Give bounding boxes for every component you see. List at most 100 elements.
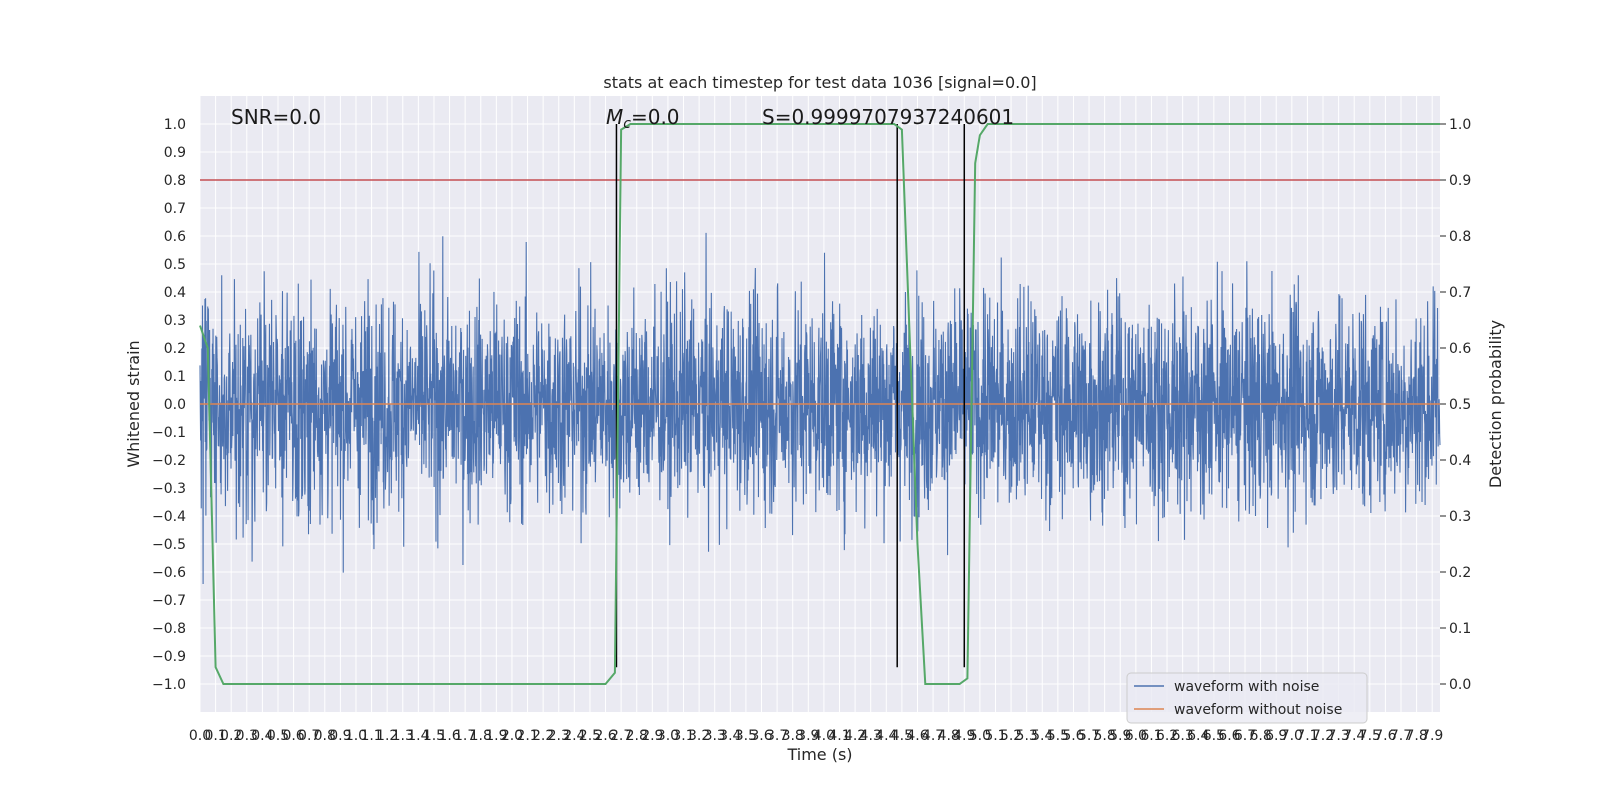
x-tick-label-18: 1.8 [470,728,492,744]
x-tick-label-77: 7.7 [1390,728,1412,744]
y2-tick-label-9: 0.9 [1449,173,1471,189]
y-tick-label-13: 0.3 [164,313,186,329]
x-tick-label-22: 2.2 [532,728,554,744]
x-tick-label-74: 7.4 [1343,728,1365,744]
x-tick-label-20: 2.0 [501,728,523,744]
chirp-mass-subscript: c [623,116,631,132]
chirp-mass-annotation: Mc=0.0 [606,105,680,132]
y2-tick-label-0: 0.0 [1449,677,1471,693]
x-tick-label-71: 7.1 [1296,728,1318,744]
x-tick-label-76: 7.6 [1374,728,1396,744]
x-tick-label-72: 7.2 [1312,728,1334,744]
y-tick-label-4: −0.6 [152,565,186,581]
legend-label-noise: waveform with noise [1174,679,1319,695]
x-tick-label-3: 0.3 [236,728,258,744]
y-tick-label-10: 0.0 [164,397,186,413]
series-detection-probability [199,123,1440,685]
y-tick-label-17: 0.7 [164,201,186,217]
x-tick-label-47: 4.7 [922,728,944,744]
y2-axis-ticks: 0.0 0.1 0.2 0.3 0.4 0.5 0.6 0.7 0.8 0.9 1.0 [1440,117,1471,693]
x-tick-label-9: 0.9 [329,728,351,744]
legend-box [1126,672,1368,724]
x-axis-title: Time (s) [786,745,852,764]
y-tick-label-12: 0.2 [164,341,186,357]
chirp-mass-value: =0.0 [631,105,680,129]
series-waveform-with-noise [199,232,1441,585]
y-tick-label-15: 0.5 [164,257,186,273]
y2-tick-label-10: 1.0 [1449,117,1471,133]
x-tick-label-24: 2.4 [563,728,585,744]
x-tick-label-49: 4.9 [953,728,975,744]
y-tick-label-5: −0.5 [152,537,186,553]
x-tick-label-65: 6.5 [1203,728,1225,744]
x-tick-label-59: 5.9 [1109,728,1131,744]
x-tick-label-73: 7.3 [1327,728,1349,744]
x-tick-label-75: 7.5 [1359,728,1381,744]
x-tick-label-7: 0.7 [298,728,320,744]
s-annotation: S=0.9999707937240601 [762,105,1014,129]
chirp-mass-symbol: M [606,105,623,129]
x-tick-label-12: 1.2 [376,728,398,744]
x-tick-label-36: 3.6 [750,728,772,744]
y2-tick-label-8: 0.8 [1449,229,1471,245]
x-tick-label-39: 3.9 [797,728,819,744]
x-tick-label-16: 1.6 [438,728,460,744]
x-tick-label-63: 6.3 [1172,728,1194,744]
noise-trace [199,232,1441,585]
y2-tick-label-3: 0.3 [1449,509,1471,525]
x-tick-label-40: 4.0 [813,728,835,744]
x-tick-label-43: 4.3 [860,728,882,744]
legend: waveform with noise waveform without noi… [1126,672,1368,724]
x-tick-label-48: 4.8 [938,728,960,744]
x-tick-label-46: 4.6 [906,728,928,744]
x-tick-label-19: 1.9 [485,728,507,744]
x-tick-label-25: 2.5 [579,728,601,744]
x-tick-label-8: 0.8 [314,728,336,744]
y2-tick-label-4: 0.4 [1449,453,1471,469]
y-axis-title: Whitened strain [124,340,143,467]
x-tick-label-11: 1.1 [360,728,382,744]
x-tick-label-33: 3.3 [704,728,726,744]
x-tick-label-29: 2.9 [641,728,663,744]
y-tick-label-6: −0.4 [152,509,186,525]
x-tick-label-78: 7.8 [1405,728,1427,744]
y-tick-label-20: 1.0 [164,117,186,133]
chart-title: stats at each timestep for test data 103… [603,73,1036,92]
x-tick-label-13: 1.3 [392,728,414,744]
y-tick-label-11: 0.1 [164,369,186,385]
x-tick-label-54: 5.4 [1031,728,1053,744]
y-tick-label-7: −0.3 [152,481,186,497]
y-tick-label-2: −0.8 [152,621,186,637]
x-tick-label-52: 5.2 [1000,728,1022,744]
x-tick-label-55: 5.5 [1047,728,1069,744]
x-tick-label-69: 6.9 [1265,728,1287,744]
x-tick-label-35: 3.5 [735,728,757,744]
x-tick-label-28: 2.8 [626,728,648,744]
y-tick-label-9: −0.1 [152,425,186,441]
y2-tick-label-5: 0.5 [1449,397,1471,413]
x-tick-label-61: 6.1 [1140,728,1162,744]
x-tick-label-45: 4.5 [891,728,913,744]
x-tick-label-58: 5.8 [1094,728,1116,744]
y2-tick-label-2: 0.2 [1449,565,1471,581]
x-tick-label-44: 4.4 [875,728,897,744]
x-tick-label-41: 4.1 [828,728,850,744]
x-tick-label-60: 6.0 [1125,728,1147,744]
x-tick-label-14: 1.4 [407,728,429,744]
x-tick-label-70: 7.0 [1281,728,1303,744]
x-tick-label-5: 0.5 [267,728,289,744]
y-tick-label-14: 0.4 [164,285,186,301]
x-tick-label-38: 3.8 [782,728,804,744]
x-tick-label-51: 5.1 [984,728,1006,744]
x-tick-label-32: 3.2 [688,728,710,744]
x-tick-label-57: 5.7 [1078,728,1100,744]
x-tick-label-1: 0.1 [204,728,226,744]
y-tick-label-8: −0.2 [152,453,186,469]
y-tick-label-19: 0.9 [164,145,186,161]
x-tick-label-64: 6.4 [1187,728,1209,744]
y2-tick-label-6: 0.6 [1449,341,1471,357]
y-tick-label-18: 0.8 [164,173,186,189]
y2-tick-label-1: 0.1 [1449,621,1471,637]
x-tick-label-6: 0.6 [282,728,304,744]
